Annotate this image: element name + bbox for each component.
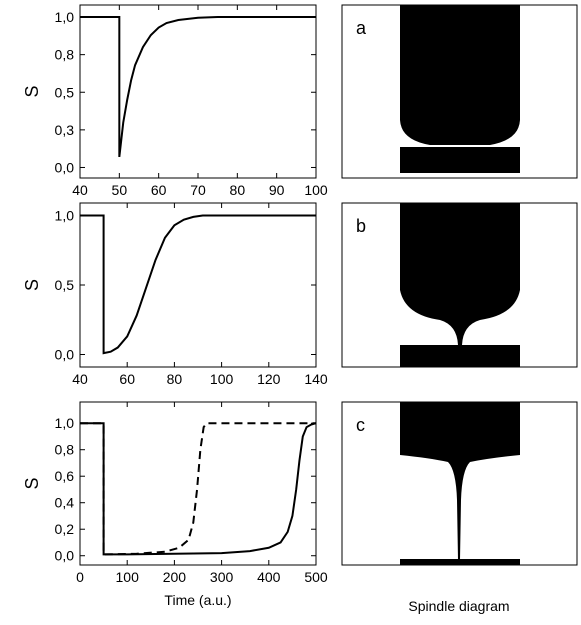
y-tick-label: 1,0 — [55, 9, 75, 25]
x-tick-label: 0 — [76, 569, 84, 585]
spindle-body — [400, 5, 520, 145]
spindle-body — [400, 402, 520, 560]
caption: Spindle diagram — [408, 598, 509, 614]
y-tick-label: 0,5 — [55, 84, 75, 100]
y-tick-label: 0,0 — [55, 159, 75, 175]
spindle-base — [400, 147, 520, 173]
y-tick-label: 1,0 — [55, 208, 75, 224]
panel-label: c — [356, 415, 365, 435]
y-tick-label: 0,5 — [55, 277, 75, 293]
x-tick-label: 300 — [210, 569, 234, 585]
panel-a: a — [341, 4, 578, 179]
y-axis-label: S — [22, 477, 42, 489]
x-tick-label: 140 — [304, 371, 328, 387]
x-tick-label: 40 — [72, 371, 88, 387]
x-tick-label: 60 — [119, 371, 135, 387]
y-tick-label: 0,0 — [55, 548, 75, 564]
panel-label: a — [356, 18, 367, 38]
y-tick-label: 0,3 — [55, 122, 75, 138]
y-tick-label: 1,0 — [55, 415, 75, 431]
y-axis-label: S — [22, 85, 42, 97]
y-tick-label: 0,8 — [55, 442, 75, 458]
x-tick-label: 60 — [151, 182, 167, 198]
x-tick-label: 100 — [304, 182, 328, 198]
x-tick-label: 500 — [304, 569, 328, 585]
x-tick-label: 50 — [112, 182, 128, 198]
y-tick-label: 0,0 — [55, 346, 75, 362]
x-tick-label: 40 — [72, 182, 88, 198]
x-tick-label: 70 — [190, 182, 206, 198]
x-tick-label: 80 — [230, 182, 246, 198]
x-tick-label: 100 — [116, 569, 140, 585]
x-tick-label: 200 — [163, 569, 187, 585]
x-tick-label: 100 — [210, 371, 234, 387]
y-tick-label: 0,4 — [55, 495, 75, 511]
y-tick-label: 0,2 — [55, 521, 75, 537]
x-tick-label: 120 — [257, 371, 281, 387]
y-axis-label: S — [22, 279, 42, 291]
spindle-base — [400, 559, 520, 565]
x-axis-label: Time (a.u.) — [164, 592, 231, 608]
panel-b: b — [341, 202, 578, 368]
spindle-body — [400, 203, 520, 345]
spindle-base — [400, 345, 520, 367]
plot-frame — [79, 4, 317, 179]
data-line — [80, 16, 316, 158]
data-line — [80, 422, 316, 556]
x-tick-label: 80 — [167, 371, 183, 387]
x-tick-label: 90 — [269, 182, 285, 198]
y-tick-label: 0,6 — [55, 468, 75, 484]
panel-label: b — [356, 216, 366, 236]
data-line — [80, 214, 316, 355]
y-tick-label: 0,8 — [55, 47, 75, 63]
plot-frame — [79, 202, 317, 368]
panel-c: c — [341, 401, 578, 566]
x-tick-label: 400 — [257, 569, 281, 585]
